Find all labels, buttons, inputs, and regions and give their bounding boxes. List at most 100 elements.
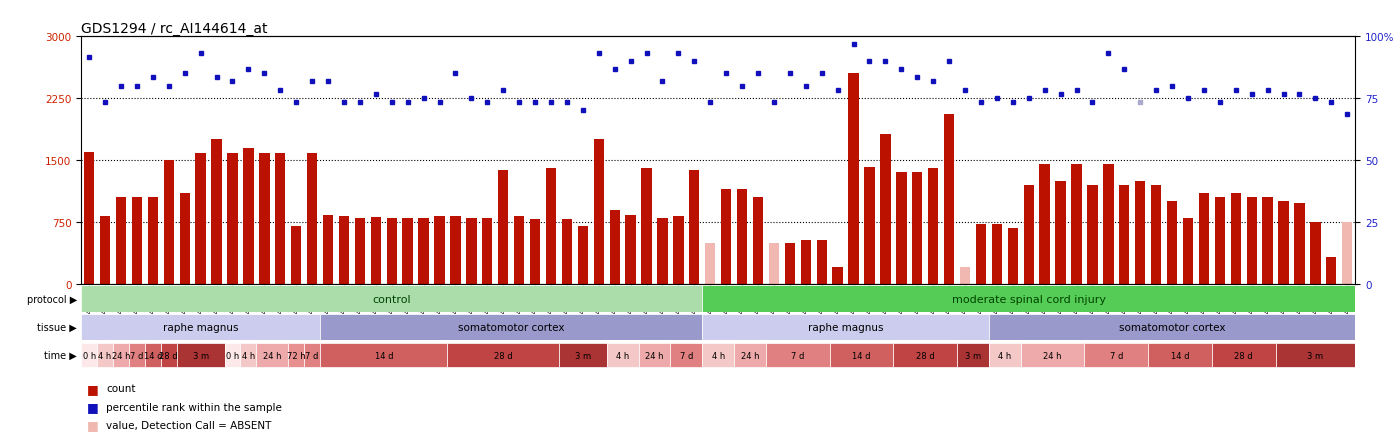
- Text: 28 d: 28 d: [916, 351, 935, 360]
- Bar: [84, 152, 94, 284]
- Bar: [881, 134, 890, 284]
- Bar: [419, 218, 428, 284]
- Text: 3 m: 3 m: [965, 351, 981, 360]
- Bar: [241, 343, 256, 368]
- Bar: [671, 343, 703, 368]
- Bar: [97, 343, 113, 368]
- Bar: [991, 224, 1002, 284]
- Bar: [113, 343, 129, 368]
- Bar: [1119, 185, 1130, 284]
- Bar: [689, 171, 700, 284]
- Text: raphe magnus: raphe magnus: [808, 322, 883, 332]
- Bar: [1148, 343, 1212, 368]
- Bar: [434, 217, 445, 284]
- Text: 7 d: 7 d: [679, 351, 693, 360]
- Text: 4 h: 4 h: [998, 351, 1011, 360]
- Bar: [703, 343, 734, 368]
- Bar: [833, 268, 843, 284]
- Bar: [224, 343, 241, 368]
- Bar: [703, 286, 1355, 312]
- Bar: [1056, 181, 1065, 284]
- Bar: [129, 343, 146, 368]
- Bar: [402, 218, 413, 284]
- Bar: [323, 216, 333, 284]
- Bar: [339, 217, 349, 284]
- Text: 4 h: 4 h: [242, 351, 255, 360]
- Bar: [146, 343, 161, 368]
- Bar: [176, 343, 224, 368]
- Text: ■: ■: [87, 418, 98, 431]
- Text: ■: ■: [87, 400, 98, 413]
- Text: percentile rank within the sample: percentile rank within the sample: [106, 402, 283, 411]
- Text: moderate spinal cord injury: moderate spinal cord injury: [952, 294, 1106, 304]
- Text: 4 h: 4 h: [616, 351, 629, 360]
- Bar: [546, 169, 556, 284]
- Bar: [1023, 185, 1035, 284]
- Text: 14 d: 14 d: [144, 351, 162, 360]
- Bar: [161, 343, 176, 368]
- Bar: [321, 343, 448, 368]
- Bar: [578, 227, 588, 284]
- Text: control: control: [372, 294, 412, 304]
- Bar: [753, 198, 763, 284]
- Text: value, Detection Call = ABSENT: value, Detection Call = ABSENT: [106, 420, 272, 430]
- Bar: [482, 218, 493, 284]
- Text: ■: ■: [87, 382, 98, 395]
- Bar: [1135, 181, 1145, 284]
- Bar: [307, 154, 318, 284]
- Bar: [1275, 343, 1355, 368]
- Bar: [132, 198, 143, 284]
- Text: 28 d: 28 d: [494, 351, 512, 360]
- Text: 0 h: 0 h: [83, 351, 95, 360]
- Bar: [1343, 222, 1352, 284]
- Bar: [1326, 257, 1337, 284]
- Bar: [638, 343, 671, 368]
- Text: 24 h: 24 h: [112, 351, 130, 360]
- Bar: [864, 167, 875, 284]
- Bar: [99, 217, 111, 284]
- Bar: [657, 218, 668, 284]
- Bar: [626, 216, 636, 284]
- Text: 7 d: 7 d: [1110, 351, 1123, 360]
- Text: 24 h: 24 h: [1043, 351, 1061, 360]
- Bar: [1088, 185, 1098, 284]
- Bar: [514, 217, 525, 284]
- Bar: [1151, 185, 1162, 284]
- Bar: [769, 243, 780, 284]
- Bar: [196, 154, 206, 284]
- Bar: [1198, 194, 1210, 284]
- Bar: [466, 218, 476, 284]
- Text: 3 m: 3 m: [193, 351, 209, 360]
- Text: 4 h: 4 h: [711, 351, 725, 360]
- Bar: [244, 148, 253, 284]
- Text: 72 h: 72 h: [287, 351, 305, 360]
- Bar: [641, 169, 652, 284]
- Bar: [988, 314, 1355, 341]
- Bar: [227, 154, 238, 284]
- Text: GDS1294 / rc_AI144614_at: GDS1294 / rc_AI144614_at: [81, 22, 267, 36]
- Bar: [958, 343, 988, 368]
- Bar: [606, 343, 638, 368]
- Bar: [1183, 218, 1193, 284]
- Bar: [816, 240, 827, 284]
- Bar: [1021, 343, 1085, 368]
- Bar: [703, 314, 988, 341]
- Bar: [848, 74, 858, 284]
- Bar: [256, 343, 288, 368]
- Bar: [179, 194, 190, 284]
- Bar: [1263, 198, 1273, 284]
- Text: 7 d: 7 d: [305, 351, 319, 360]
- Bar: [1039, 164, 1050, 284]
- Bar: [911, 173, 923, 284]
- Bar: [944, 115, 955, 284]
- Bar: [1231, 194, 1240, 284]
- Bar: [736, 189, 748, 284]
- Bar: [766, 343, 830, 368]
- Text: time ▶: time ▶: [45, 351, 77, 360]
- Bar: [116, 198, 126, 284]
- Text: 3 m: 3 m: [1308, 351, 1323, 360]
- Bar: [1103, 164, 1113, 284]
- Text: 28 d: 28 d: [160, 351, 178, 360]
- Bar: [561, 220, 573, 284]
- Bar: [371, 217, 381, 284]
